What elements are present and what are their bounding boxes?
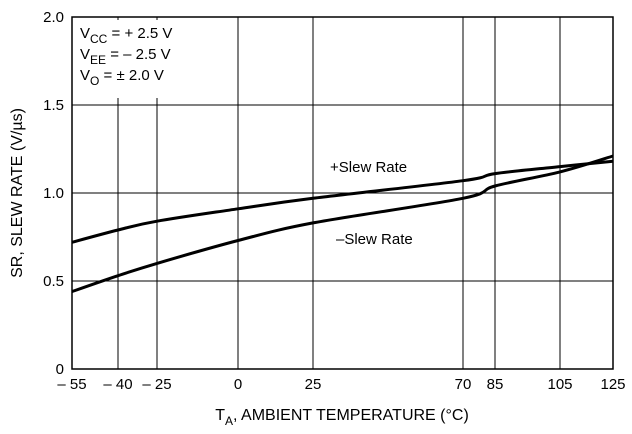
x-tick-label: – 55: [57, 376, 86, 393]
x-tick-label: – 40: [103, 376, 132, 393]
x-tick-label: 105: [547, 376, 572, 393]
y-tick-label: 1.5: [43, 97, 64, 114]
conditions-box-bg: [75, 20, 217, 98]
condition-line: VEE = – 2.5 V: [80, 46, 171, 67]
series-line-negative-slew: [71, 154, 614, 294]
x-tick-label: 85: [487, 376, 504, 393]
condition-value: = – 2.5 V: [106, 46, 171, 63]
condition-subscript: EE: [90, 53, 106, 67]
x-axis-title-main: T: [215, 407, 225, 424]
condition-line: VO = ± 2.0 V: [80, 67, 164, 88]
x-axis-title: TA, AMBIENT TEMPERATURE (°C): [215, 407, 469, 428]
y-tick-label: 1.0: [43, 185, 64, 202]
x-tick-label: – 25: [142, 376, 171, 393]
plot-frame: [71, 16, 614, 370]
y-tick-labels: 0 0.5 1.0 1.5 2.0: [43, 9, 64, 378]
x-tick-label: 125: [600, 376, 625, 393]
condition-subscript: CC: [90, 32, 108, 46]
series-label-positive: +Slew Rate: [330, 159, 407, 176]
condition-symbol: V: [80, 25, 90, 42]
x-tick-label: 70: [455, 376, 472, 393]
x-tick-label: 25: [305, 376, 322, 393]
x-tick-labels: – 55 – 40 – 25 0 25 70 85 105 125: [57, 376, 625, 393]
condition-subscript: O: [90, 74, 99, 88]
y-tick-label: 0: [56, 361, 64, 378]
x-axis-title-sub: A: [225, 414, 233, 428]
y-axis-title: SR, SLEW RATE (V/µs): [9, 108, 26, 278]
condition-symbol: V: [80, 67, 90, 84]
condition-value: = + 2.5 V: [107, 25, 172, 42]
x-tick-label: 0: [234, 376, 242, 393]
y-tick-label: 2.0: [43, 9, 64, 26]
y-tick-label: 0.5: [43, 273, 64, 290]
series-line-positive-slew: [71, 159, 614, 244]
condition-line: VCC = + 2.5 V: [80, 25, 172, 46]
condition-symbol: V: [80, 46, 90, 63]
series-lines: [71, 154, 614, 294]
x-axis-title-rest: , AMBIENT TEMPERATURE (°C): [233, 407, 469, 424]
condition-value: = ± 2.0 V: [99, 67, 164, 84]
grid: [72, 17, 613, 369]
series-label-negative: –Slew Rate: [336, 231, 413, 248]
